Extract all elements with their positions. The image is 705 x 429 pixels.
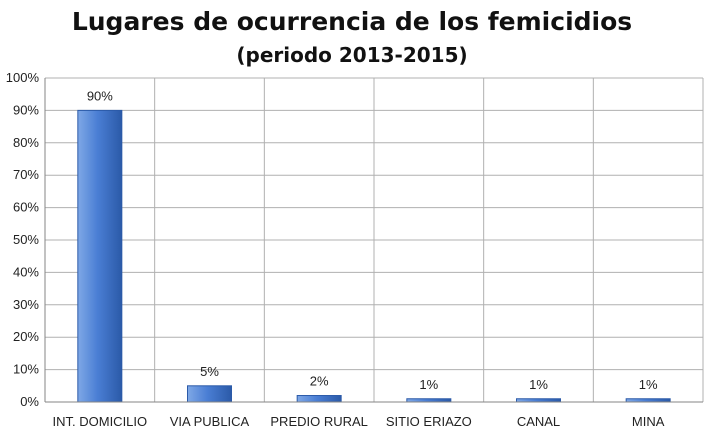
chart-title: Lugares de ocurrencia de los femicidios	[72, 7, 632, 36]
y-tick-label: 60%	[13, 200, 39, 215]
y-tick-label: 100%	[6, 70, 40, 85]
bar	[77, 109, 123, 403]
y-tick-label: 30%	[13, 297, 39, 312]
y-tick-label: 80%	[13, 135, 39, 150]
y-tick-label: 0%	[20, 394, 39, 409]
data-label: 1%	[529, 377, 548, 392]
x-tick-label: VIA PUBLICA	[170, 414, 250, 429]
y-tick-label: 20%	[13, 329, 39, 344]
data-label: 5%	[200, 364, 219, 379]
data-label: 2%	[310, 374, 329, 389]
y-tick-label: 50%	[13, 232, 39, 247]
bar	[187, 385, 232, 403]
grid-layer	[44, 77, 704, 403]
y-tick-label: 10%	[13, 362, 39, 377]
data-label: 1%	[639, 377, 658, 392]
axis-layer: 0% 10% 20% 30% 40% 50% 60% 70% 80% 90% 100% INT. DO…	[6, 70, 703, 429]
x-tick-label: INT. DOMICILIO	[53, 414, 148, 429]
bar	[296, 395, 342, 403]
chart-subtitle: (periodo 2013-2015)	[236, 43, 467, 67]
y-tick-label: 40%	[13, 264, 39, 279]
data-label: 90%	[87, 88, 113, 103]
y-tick-label: 90%	[13, 102, 39, 117]
bars-layer	[77, 109, 671, 403]
x-tick-label: SITIO ERIAZO	[386, 414, 472, 429]
labels-layer: 90% 5% 2% 1% 1% 1%	[87, 88, 658, 391]
data-label: 1%	[419, 377, 438, 392]
x-tick-label: PREDIO RURAL	[270, 414, 368, 429]
x-tick-label: CANAL	[517, 414, 560, 429]
y-tick-label: 70%	[13, 167, 39, 182]
x-tick-label: MINA	[632, 414, 665, 429]
